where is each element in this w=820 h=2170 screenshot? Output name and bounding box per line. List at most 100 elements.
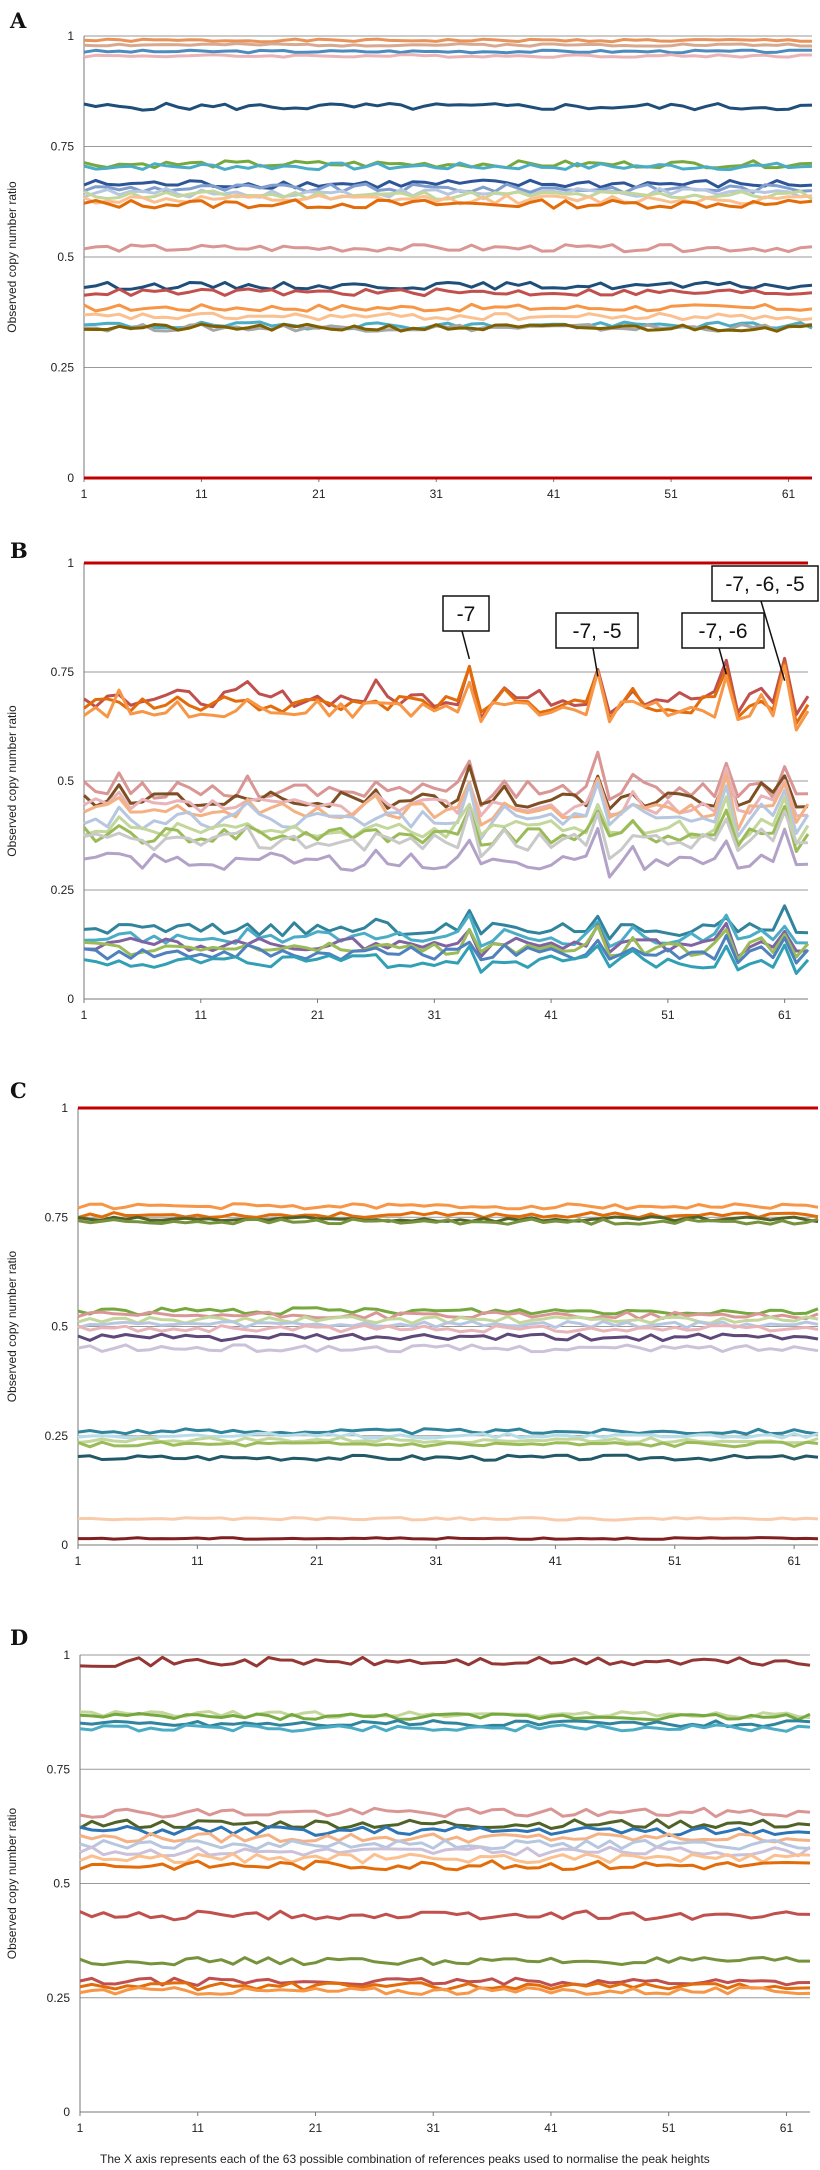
series-line-s15 bbox=[83, 280, 813, 291]
x-tick-label: 51 bbox=[664, 487, 678, 501]
series-line-s14 bbox=[83, 243, 813, 254]
y-tick-label: 0.5 bbox=[57, 250, 74, 264]
series-line-s14 bbox=[79, 1909, 811, 1922]
y-tick-label: 1 bbox=[61, 1101, 68, 1115]
series-line-s18 bbox=[83, 934, 810, 965]
series-line-s11 bbox=[77, 1332, 819, 1343]
callout-label: -7, -6 bbox=[698, 620, 747, 643]
callout-box bbox=[555, 612, 639, 649]
series-line-s6 bbox=[82, 764, 809, 811]
series-line-s5 bbox=[77, 1217, 819, 1226]
y-tick-label: 0 bbox=[67, 471, 74, 485]
series-line-s9 bbox=[83, 781, 810, 841]
x-tick-label: 61 bbox=[787, 1554, 801, 1568]
y-tick-label: 0.75 bbox=[45, 1210, 69, 1224]
x-tick-label: 1 bbox=[75, 1554, 82, 1568]
series-line-s13 bbox=[83, 827, 809, 879]
series-line-s4 bbox=[79, 1719, 811, 1729]
series-line-s21 bbox=[83, 322, 813, 333]
y-tick-label: 0.25 bbox=[51, 883, 75, 897]
y-axis-label: Observed copy number ratio bbox=[5, 1807, 19, 1959]
callout-box bbox=[681, 612, 765, 649]
x-tick-label: 31 bbox=[429, 1554, 443, 1568]
series-line-s14 bbox=[83, 904, 809, 941]
callout: -7, -6, -5 bbox=[711, 565, 819, 681]
y-tick-label: 1 bbox=[67, 29, 74, 43]
y-axis-label: Observed copy number ratio bbox=[5, 181, 19, 333]
series-line-s18 bbox=[83, 311, 813, 322]
series-line-s5 bbox=[79, 1723, 811, 1733]
x-tick-label: 61 bbox=[778, 1008, 792, 1022]
series-line-s8 bbox=[83, 773, 810, 832]
series-line-s9 bbox=[77, 1319, 819, 1330]
x-tick-label: 41 bbox=[547, 487, 561, 501]
series-line-s12 bbox=[79, 1852, 811, 1865]
series-line-s17 bbox=[83, 924, 810, 962]
y-tick-label: 0.25 bbox=[51, 361, 75, 375]
series-line-s17 bbox=[77, 1453, 819, 1462]
y-tick-label: 0.25 bbox=[47, 1991, 71, 2005]
panel-label: C bbox=[10, 1078, 27, 1103]
series-line-s17 bbox=[83, 302, 813, 313]
y-tick-label: 0.75 bbox=[47, 1762, 71, 1776]
panel-label: A bbox=[9, 8, 27, 33]
series-line-s1 bbox=[83, 37, 812, 44]
x-tick-label: 11 bbox=[195, 487, 208, 501]
y-tick-label: 0.75 bbox=[51, 140, 75, 154]
series-line-s4 bbox=[83, 664, 810, 732]
x-tick-label: 21 bbox=[309, 2121, 323, 2135]
series-line-s5 bbox=[83, 750, 809, 808]
series-line-s10 bbox=[83, 795, 810, 846]
series-line-s2 bbox=[83, 656, 810, 720]
series-line-s3 bbox=[83, 48, 812, 55]
y-tick-label: 0 bbox=[63, 2105, 70, 2119]
x-tick-label: 11 bbox=[192, 2121, 205, 2135]
y-tick-label: 0.5 bbox=[51, 1320, 68, 1334]
callout-pointer bbox=[760, 600, 786, 681]
series-line-s7 bbox=[83, 766, 809, 818]
x-axis-footnote: The X axis represents each of the 63 pos… bbox=[100, 2152, 710, 2166]
series-line-s4 bbox=[83, 53, 812, 59]
callout-box bbox=[711, 565, 819, 602]
y-axis-label: Observed copy number ratio bbox=[5, 1250, 19, 1402]
series-line-s18 bbox=[79, 1985, 811, 1996]
callout: -7, -6 bbox=[681, 612, 765, 675]
series-line-s15 bbox=[83, 913, 809, 949]
x-tick-label: 1 bbox=[77, 2121, 84, 2135]
x-tick-label: 41 bbox=[544, 2121, 558, 2135]
series-line-s11 bbox=[82, 805, 810, 853]
series-line-s12 bbox=[83, 807, 809, 861]
callout-pointer bbox=[718, 647, 727, 675]
x-tick-label: 1 bbox=[81, 487, 88, 501]
x-tick-label: 41 bbox=[549, 1554, 563, 1568]
series-line-s2 bbox=[83, 42, 812, 48]
x-tick-label: 51 bbox=[668, 1554, 682, 1568]
series-line-s19 bbox=[83, 943, 810, 975]
x-tick-label: 21 bbox=[311, 1008, 325, 1022]
x-tick-label: 61 bbox=[780, 2121, 794, 2135]
series-line-s8 bbox=[79, 1824, 811, 1837]
series-line-s7 bbox=[83, 161, 813, 172]
series-line-s11 bbox=[83, 189, 813, 201]
series-line-s5 bbox=[83, 101, 813, 112]
callout-label: -7 bbox=[457, 603, 476, 626]
x-tick-label: 11 bbox=[195, 1008, 208, 1022]
y-axis-label: Observed copy number ratio bbox=[5, 705, 19, 857]
series-line-s16 bbox=[83, 287, 813, 298]
series-line-s18 bbox=[77, 1516, 819, 1522]
series-line-s11 bbox=[79, 1845, 811, 1858]
callout-label: -7, -5 bbox=[572, 620, 621, 643]
series-line-s4 bbox=[77, 1215, 819, 1224]
series-line-s7 bbox=[77, 1310, 819, 1321]
series-line-s10 bbox=[79, 1838, 811, 1851]
callout: -7, -5 bbox=[555, 612, 639, 677]
x-tick-label: 51 bbox=[662, 2121, 676, 2135]
x-tick-label: 41 bbox=[544, 1008, 558, 1022]
y-tick-label: 0 bbox=[67, 992, 74, 1006]
series-line-s8 bbox=[83, 178, 813, 190]
